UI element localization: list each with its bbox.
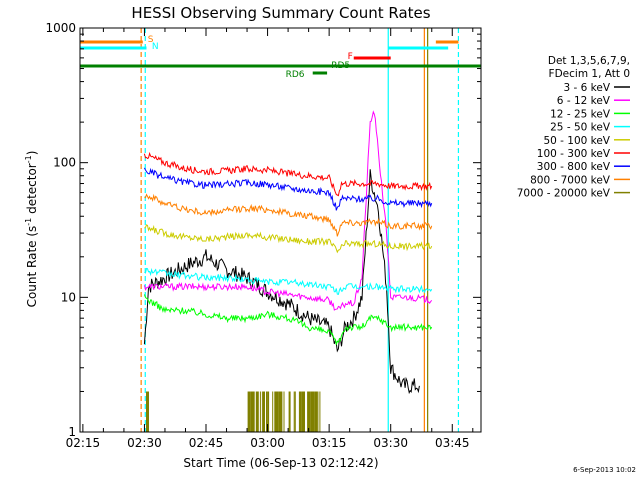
- series-line-6: [143, 167, 433, 211]
- axes: 02:15 02:30 02:45 03:00 03:15 03:30 03:45 1 10 10…: [45, 21, 482, 450]
- x-tick-label: 02:15: [66, 436, 101, 450]
- legend-entry-label: 12 - 25 keV: [550, 108, 611, 120]
- plot-frame: [79, 27, 482, 433]
- x-tick-label: 03:00: [250, 436, 285, 450]
- y-axis-label: Count Rate (s-1 detector-1): [24, 151, 39, 308]
- y-axis-label-sup-1: -1: [24, 218, 33, 226]
- legend-title-line-2: FDecim 1, Att 0: [549, 68, 630, 80]
- legend-entry-label: 50 - 100 keV: [543, 135, 610, 147]
- legend-entry-label: 100 - 300 keV: [537, 148, 611, 160]
- series-line-4: [144, 224, 433, 254]
- legend: Det 1,3,5,6,7,9, FDecim 1, Att 0 3 - 6 k…: [517, 55, 630, 200]
- x-tick-label: 02:45: [189, 436, 224, 450]
- legend-entry-label: 3 - 6 keV: [563, 82, 610, 94]
- y-axis-label-part-2: detector: [25, 163, 39, 218]
- series-line-0: [143, 169, 420, 395]
- flag-label-n: N: [152, 42, 159, 52]
- x-tick-label: 03:15: [312, 436, 347, 450]
- flag-label-rd5: RD5: [331, 61, 350, 71]
- y-axis-label-part-3: ): [25, 151, 39, 156]
- y-tick-label: 100: [53, 156, 76, 170]
- legend-entry-label: 800 - 7000 keV: [530, 174, 611, 186]
- flag-label-rd6: RD6: [286, 70, 305, 80]
- generated-timestamp: 6-Sep-2013 10:02: [573, 466, 636, 474]
- legend-entry-label: 300 - 800 keV: [537, 161, 611, 173]
- series-line-8: [146, 391, 321, 432]
- legend-entry-label: 6 - 12 keV: [557, 95, 611, 107]
- x-tick-label: 02:30: [127, 436, 162, 450]
- series-line-7: [144, 193, 433, 237]
- legend-entry-label: 25 - 50 keV: [550, 122, 611, 134]
- x-tick-label: 03:30: [373, 436, 408, 450]
- flag-label-s: S: [148, 35, 154, 45]
- legend-entry-label: 7000 - 20000 keV: [517, 188, 611, 200]
- x-tick-label: 03:45: [435, 436, 470, 450]
- y-axis-label-sup-2: -1: [24, 155, 33, 163]
- x-axis-label: Start Time (06-Sep-13 02:12:42): [183, 456, 378, 470]
- y-tick-label: 1: [68, 425, 76, 439]
- series-line-1: [143, 110, 433, 311]
- chart-title: HESSI Observing Summary Count Rates: [131, 4, 430, 22]
- series-line-3: [144, 267, 433, 296]
- legend-title-line-1: Det 1,3,5,6,7,9,: [548, 55, 630, 67]
- series-line-2: [143, 294, 433, 345]
- series-line-5: [143, 151, 433, 197]
- flag-label-f: F: [348, 52, 353, 62]
- y-axis-label-part-1: Count Rate (s: [25, 226, 39, 308]
- y-tick-label: 1000: [45, 21, 76, 35]
- y-tick-label: 10: [61, 290, 76, 304]
